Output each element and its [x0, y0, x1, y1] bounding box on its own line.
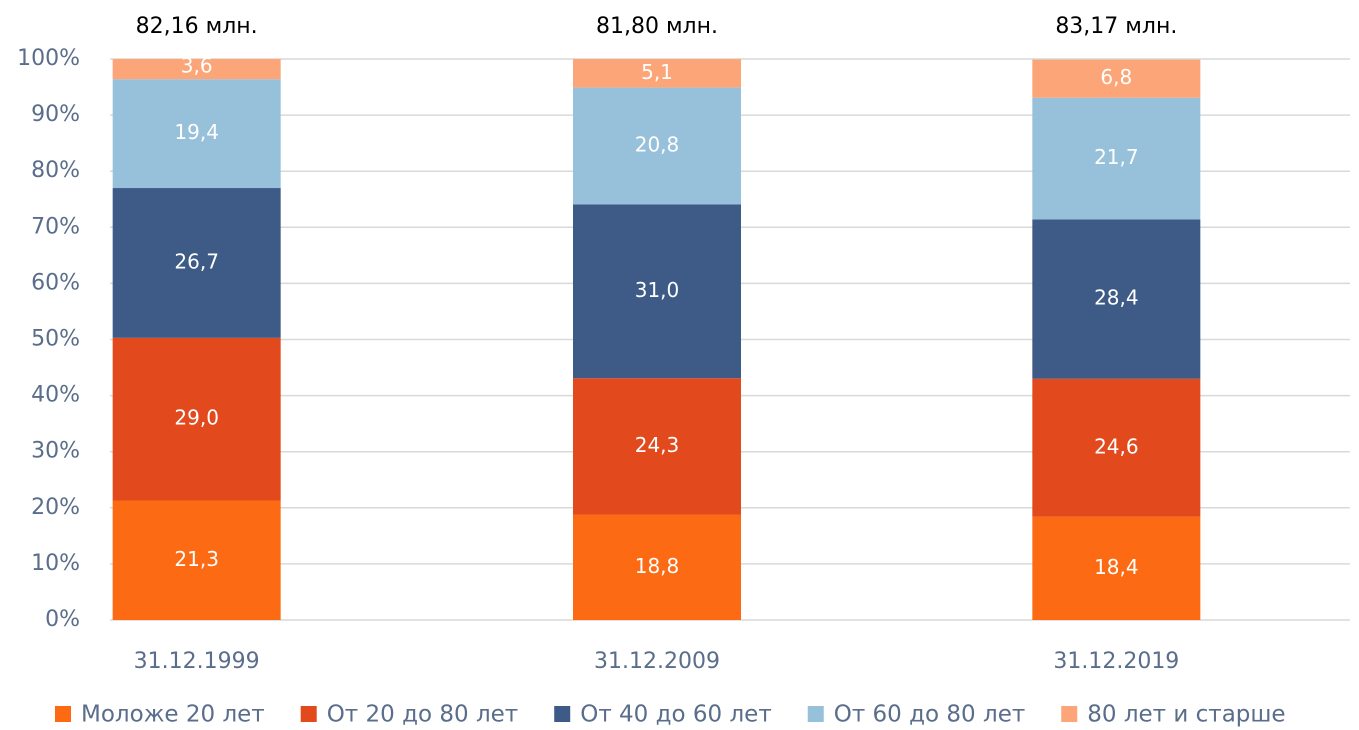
bar-segment: [1032, 97, 1201, 220]
bar-segment: [573, 378, 741, 515]
x-tick-label: 31.12.2009: [594, 649, 720, 674]
legend-label: От 40 до 60 лет: [580, 702, 772, 728]
y-tick-label: 90%: [31, 102, 80, 127]
y-tick-label: 30%: [31, 439, 80, 464]
bar-segment: [112, 79, 281, 189]
data-label: 20,8: [635, 132, 680, 156]
bar-segment: [573, 59, 741, 88]
bar-segment: [112, 337, 281, 501]
y-tick-label: 80%: [31, 158, 80, 183]
bar-segment: [1032, 516, 1201, 620]
y-tick-label: 100%: [17, 46, 80, 71]
total-label: 81,80 млн.: [596, 14, 718, 39]
legend-swatch: [55, 706, 71, 722]
bar-segment: [573, 204, 741, 379]
legend-swatch: [300, 706, 317, 722]
data-label: 3,6: [181, 54, 213, 78]
data-label: 21,3: [174, 547, 219, 571]
data-label: 19,4: [174, 120, 219, 144]
legend-swatch: [554, 706, 571, 722]
legend-swatch: [807, 706, 824, 722]
data-label: 29,0: [174, 406, 219, 430]
bar-segment: [112, 188, 281, 338]
y-tick-label: 20%: [31, 495, 80, 520]
legend-label: От 60 до 80 лет: [834, 702, 1026, 728]
y-tick-label: 60%: [31, 270, 80, 295]
legend-label: От 20 до 80 лет: [327, 702, 519, 728]
y-tick-label: 10%: [31, 551, 80, 576]
bar-segment: [1032, 59, 1201, 98]
data-label: 24,3: [635, 433, 680, 457]
y-tick-label: 50%: [31, 327, 80, 352]
bar-segment: [1032, 378, 1201, 517]
y-tick-label: 0%: [45, 607, 80, 632]
data-label: 18,8: [635, 554, 680, 578]
data-label: 21,7: [1094, 145, 1139, 169]
total-label: 82,16 млн.: [136, 14, 258, 39]
bar-segment: [573, 514, 741, 620]
data-label: 5,1: [641, 60, 673, 84]
bar-segment: [112, 500, 281, 620]
y-tick-label: 40%: [31, 383, 80, 408]
data-label: 6,8: [1100, 65, 1132, 89]
data-label: 28,4: [1094, 286, 1139, 310]
total-label: 83,17 млн.: [1055, 14, 1177, 39]
data-label: 24,6: [1094, 434, 1139, 458]
x-tick-label: 31.12.2019: [1053, 649, 1179, 674]
x-tick-label: 31.12.1999: [134, 649, 260, 674]
data-label: 31,0: [635, 278, 680, 302]
bar-segment: [112, 59, 281, 80]
legend-label: Моложе 20 лет: [81, 702, 265, 728]
legend-label: 80 лет и старше: [1087, 702, 1285, 728]
data-label: 18,4: [1094, 555, 1139, 579]
data-label: 26,7: [174, 249, 219, 273]
bar-segment: [573, 87, 741, 205]
bar-segment: [1032, 219, 1201, 379]
y-tick-label: 70%: [31, 214, 80, 239]
legend-swatch: [1061, 706, 1078, 722]
